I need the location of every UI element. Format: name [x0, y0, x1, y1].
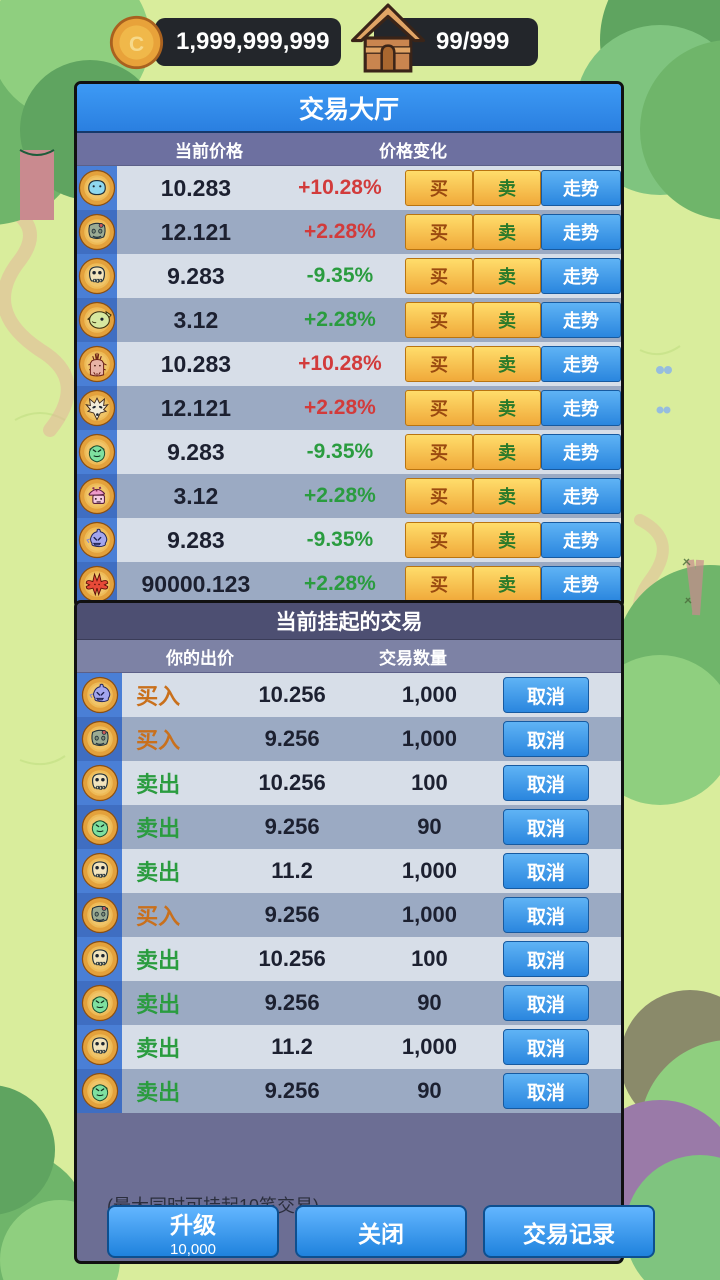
svg-text:C: C — [129, 33, 144, 56]
